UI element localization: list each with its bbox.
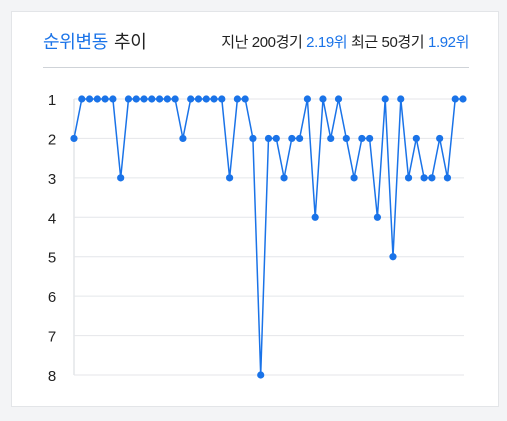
y-tick-label: 2 — [48, 131, 56, 148]
data-point[interactable] — [334, 95, 343, 103]
data-point[interactable] — [272, 134, 280, 143]
recent-games-label: 최근 50경기 — [350, 33, 425, 51]
data-point[interactable] — [257, 371, 265, 379]
y-tick-label: 5 — [48, 250, 56, 267]
card-header: 순위변동 추이 지난 200경기 2.19위 최근 50경기 1.92위 — [43, 30, 469, 52]
data-point[interactable] — [202, 95, 210, 103]
data-point[interactable] — [350, 174, 358, 182]
data-point[interactable] — [303, 95, 311, 103]
data-point[interactable] — [233, 95, 241, 103]
data-point[interactable] — [311, 213, 319, 221]
data-point[interactable] — [241, 95, 249, 103]
data-point[interactable] — [412, 134, 420, 143]
data-point[interactable] — [171, 95, 179, 103]
data-point[interactable] — [389, 253, 397, 261]
data-point[interactable] — [226, 174, 234, 182]
data-point[interactable] — [187, 95, 195, 103]
data-point[interactable] — [296, 134, 304, 143]
data-point[interactable] — [381, 95, 389, 103]
rank-trend-card: 순위변동 추이 지난 200경기 2.19위 최근 50경기 1.92위 1 2 3 4… — [11, 11, 499, 407]
data-point[interactable] — [70, 134, 78, 143]
data-point[interactable] — [451, 95, 459, 103]
data-point[interactable] — [420, 174, 428, 182]
data-point[interactable] — [163, 95, 171, 103]
data-point[interactable] — [264, 134, 273, 143]
last-games-value: 2.19위 — [306, 33, 348, 51]
data-point[interactable] — [155, 95, 164, 103]
rank-summary: 지난 200경기 2.19위 최근 50경기 1.92위 — [221, 31, 469, 52]
data-point[interactable] — [373, 213, 382, 221]
card-title: 순위변동 추이 — [43, 28, 147, 54]
data-point[interactable] — [319, 95, 327, 103]
data-point[interactable] — [404, 174, 413, 182]
data-point[interactable] — [101, 95, 109, 103]
data-point[interactable] — [428, 174, 436, 182]
data-point[interactable] — [358, 134, 366, 143]
data-point[interactable] — [342, 134, 350, 143]
data-point[interactable] — [210, 95, 218, 103]
data-point[interactable] — [132, 95, 140, 103]
data-point[interactable] — [366, 134, 374, 143]
header-divider — [43, 67, 469, 68]
data-point[interactable] — [140, 95, 148, 103]
data-point[interactable] — [459, 95, 467, 103]
data-point[interactable] — [85, 95, 94, 103]
data-point[interactable] — [93, 95, 101, 103]
data-point[interactable] — [288, 134, 296, 143]
data-point[interactable] — [397, 95, 405, 103]
data-point[interactable] — [78, 95, 86, 103]
y-tick-label: 3 — [48, 171, 56, 188]
last-games-label: 지난 200경기 — [221, 33, 303, 51]
data-point[interactable] — [327, 134, 335, 143]
y-tick-label: 8 — [48, 368, 56, 385]
data-point[interactable] — [443, 174, 452, 182]
y-tick-label: 4 — [48, 210, 56, 227]
data-point[interactable] — [117, 174, 125, 182]
data-point[interactable] — [148, 95, 156, 103]
data-point[interactable] — [436, 134, 444, 143]
y-tick-label: 6 — [48, 289, 56, 306]
y-tick-label: 7 — [48, 329, 56, 346]
rank-line-chart: 1 2 3 4 5 6 7 8 — [48, 92, 467, 385]
data-point[interactable] — [109, 95, 117, 103]
data-point[interactable] — [249, 134, 257, 143]
title-accent: 순위변동 — [43, 32, 109, 52]
y-tick-label: 1 — [48, 92, 56, 109]
data-point[interactable] — [194, 95, 203, 103]
title-plain: 추이 — [114, 32, 147, 52]
recent-games-value: 1.92위 — [428, 33, 469, 51]
data-point[interactable] — [179, 134, 187, 143]
data-point[interactable] — [218, 95, 226, 103]
data-point[interactable] — [280, 174, 288, 182]
data-point[interactable] — [124, 95, 133, 103]
